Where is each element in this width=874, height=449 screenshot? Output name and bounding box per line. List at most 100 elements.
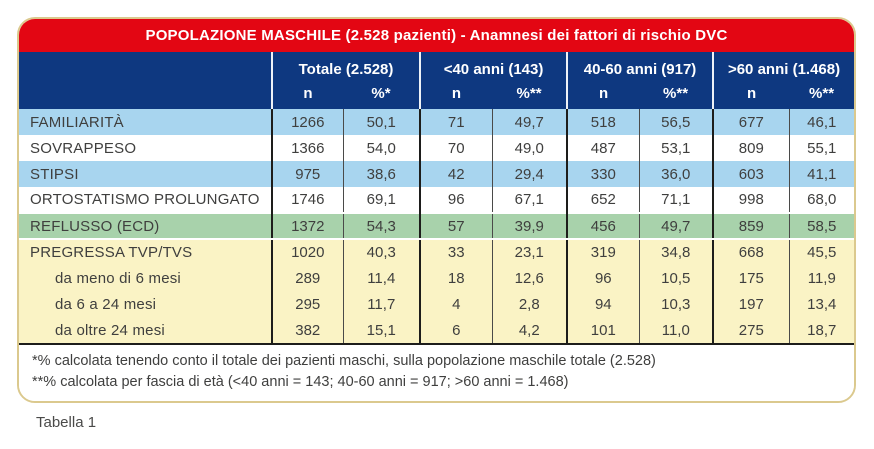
table-row: STIPSI 975 38,6 42 29,4 330 36,0 603 41,1 (19, 161, 854, 187)
value-cell: 518 (566, 109, 640, 135)
value-cell: 10,5 (638, 265, 714, 291)
value-cell: 45,5 (788, 239, 854, 265)
value-cell: 197 (712, 291, 790, 317)
value-cell: 49,7 (638, 212, 714, 240)
footnotes-block: *% calcolata tenendo conto il totale dei… (19, 343, 854, 402)
table-title-bar: POPOLAZIONE MASCHILE (2.528 pazienti) - … (19, 19, 854, 52)
value-cell: 57 (419, 212, 493, 240)
value-cell: 54,0 (342, 135, 421, 161)
value-cell: 677 (712, 109, 790, 135)
header-pct-over60: %** (789, 83, 854, 109)
value-cell: 487 (566, 135, 640, 161)
table-card: POPOLAZIONE MASCHILE (2.528 pazienti) - … (17, 17, 856, 404)
value-cell: 54,3 (342, 212, 421, 240)
row-label: da meno di 6 mesi (19, 265, 272, 291)
value-cell: 11,0 (638, 317, 714, 343)
value-cell: 11,4 (342, 265, 421, 291)
table-caption: Tabella 1 (36, 414, 97, 431)
value-cell: 23,1 (491, 239, 568, 265)
value-cell: 71,1 (638, 187, 714, 213)
table-row: ORTOSTATISMO PROLUNGATO 1746 69,1 96 67,1 652… (19, 187, 854, 213)
header-group-totale: Totale (2.528) (270, 52, 421, 83)
value-cell: 11,7 (342, 291, 421, 317)
header-n-over60: n (712, 83, 790, 109)
value-cell: 2,8 (491, 291, 568, 317)
table-row: da oltre 24 mesi 382 15,1 6 4,2 101 11,0 275 18,… (19, 317, 854, 343)
value-cell: 53,1 (638, 135, 714, 161)
row-label: da oltre 24 mesi (19, 317, 272, 343)
header-n-totale: n (271, 83, 343, 109)
value-cell: 71 (419, 109, 493, 135)
value-cell: 11,9 (788, 265, 854, 291)
value-cell: 859 (712, 212, 790, 240)
value-cell: 382 (271, 317, 343, 343)
table-row: PREGRESSA TVP/TVS 1020 40,3 33 23,1 319 34,8 66… (19, 239, 854, 265)
value-cell: 456 (566, 212, 640, 240)
value-cell: 55,1 (788, 135, 854, 161)
row-label: SOVRAPPESO (19, 135, 272, 161)
table-row: da meno di 6 mesi 289 11,4 18 12,6 96 10,5 175 1… (19, 265, 854, 291)
row-label: REFLUSSO (ECD) (19, 212, 272, 240)
value-cell: 96 (566, 265, 640, 291)
value-cell: 39,9 (491, 212, 568, 240)
table-row: da 6 a 24 mesi 295 11,7 4 2,8 94 10,3 197 13,4 (19, 291, 854, 317)
table-row: REFLUSSO (ECD) 1372 54,3 57 39,9 456 49,7 859 58… (19, 212, 854, 240)
value-cell: 289 (271, 265, 343, 291)
value-cell: 652 (566, 187, 640, 213)
header-pct-under40: %** (492, 83, 568, 109)
value-cell: 319 (566, 239, 640, 265)
table-row: FAMILIARITÀ 1266 50,1 71 49,7 518 56,5 677 46,1 (19, 109, 854, 135)
row-label: FAMILIARITÀ (19, 109, 272, 135)
value-cell: 101 (566, 317, 640, 343)
header-group-over60: >60 anni (1.468) (712, 52, 854, 83)
header-group-under40: <40 anni (143) (419, 52, 568, 83)
value-cell: 1266 (271, 109, 343, 135)
value-cell: 4,2 (491, 317, 568, 343)
header-sub-row: n %* n %** n %** n %** (19, 83, 854, 109)
value-cell: 175 (712, 265, 790, 291)
value-cell: 49,0 (491, 135, 568, 161)
value-cell: 4 (419, 291, 493, 317)
value-cell: 1366 (271, 135, 343, 161)
table-title: POPOLAZIONE MASCHILE (2.528 pazienti) - … (145, 27, 728, 44)
value-cell: 18 (419, 265, 493, 291)
value-cell: 49,7 (491, 109, 568, 135)
value-cell: 10,3 (638, 291, 714, 317)
value-cell: 68,0 (788, 187, 854, 213)
value-cell: 29,4 (491, 161, 568, 187)
value-cell: 6 (419, 317, 493, 343)
header-group-40-60: 40-60 anni (917) (566, 52, 714, 83)
value-cell: 36,0 (638, 161, 714, 187)
header-n-under40: n (419, 83, 493, 109)
row-label: da 6 a 24 mesi (19, 291, 272, 317)
value-cell: 94 (566, 291, 640, 317)
value-cell: 603 (712, 161, 790, 187)
value-cell: 1372 (271, 212, 343, 240)
value-cell: 56,5 (638, 109, 714, 135)
value-cell: 998 (712, 187, 790, 213)
value-cell: 13,4 (788, 291, 854, 317)
row-label: ORTOSTATISMO PROLUNGATO (19, 187, 272, 213)
value-cell: 40,3 (342, 239, 421, 265)
value-cell: 295 (271, 291, 343, 317)
value-cell: 15,1 (342, 317, 421, 343)
value-cell: 70 (419, 135, 493, 161)
value-cell: 46,1 (788, 109, 854, 135)
value-cell: 12,6 (491, 265, 568, 291)
value-cell: 1746 (271, 187, 343, 213)
row-label: STIPSI (19, 161, 272, 187)
table-header: Totale (2.528) <40 anni (143) 40-60 anni… (19, 52, 854, 109)
footnote-1: *% calcolata tenendo conto il totale dei… (32, 353, 656, 369)
value-cell: 18,7 (788, 317, 854, 343)
table-row: SOVRAPPESO 1366 54,0 70 49,0 487 53,1 809 55,1 (19, 135, 854, 161)
value-cell: 69,1 (342, 187, 421, 213)
value-cell: 67,1 (491, 187, 568, 213)
header-pct-totale: %* (343, 83, 421, 109)
value-cell: 330 (566, 161, 640, 187)
value-cell: 809 (712, 135, 790, 161)
value-cell: 668 (712, 239, 790, 265)
value-cell: 34,8 (638, 239, 714, 265)
value-cell: 1020 (271, 239, 343, 265)
header-pct-40-60: %** (639, 83, 714, 109)
value-cell: 41,1 (788, 161, 854, 187)
